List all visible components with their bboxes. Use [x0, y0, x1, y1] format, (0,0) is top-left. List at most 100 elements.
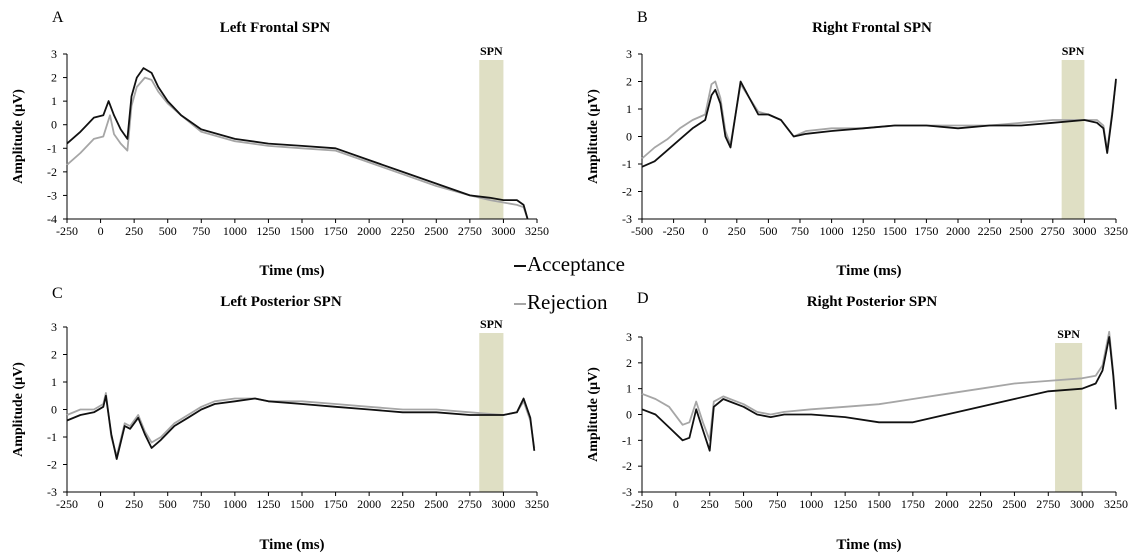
x-tick-label: 2250	[969, 497, 993, 511]
x-tick-label: 3000	[491, 497, 515, 511]
x-tick-label: 1250	[256, 224, 280, 238]
x-tick-label: 1250	[256, 497, 280, 511]
panel-title: Right Posterior SPN	[807, 294, 938, 310]
x-tick-label: 3250	[1104, 497, 1128, 511]
y-tick-label: -2	[622, 459, 632, 473]
y-axis-label: Amplitude (µV)	[586, 367, 601, 462]
x-tick-label: 0	[98, 224, 104, 238]
x-tick-label: 2500	[424, 497, 448, 511]
x-tick-label: 2750	[1041, 224, 1065, 238]
panel-title: Left Frontal SPN	[220, 20, 331, 36]
x-tick-label: 1250	[851, 224, 875, 238]
y-tick-label: -3	[622, 485, 632, 499]
legend-acceptance-label: Acceptance	[527, 252, 625, 276]
x-tick-label: 0	[673, 497, 679, 511]
y-tick-label: 0	[51, 118, 57, 132]
y-tick-label: -4	[47, 212, 57, 226]
y-tick-label: -3	[622, 212, 632, 226]
x-tick-label: 250	[701, 497, 719, 511]
x-tick-label: 1500	[290, 497, 314, 511]
x-tick-label: 2000	[935, 497, 959, 511]
panel-letter: B	[637, 9, 648, 26]
x-tick-label: 2250	[391, 224, 415, 238]
x-tick-label: 750	[192, 497, 210, 511]
x-tick-label: 3250	[1104, 224, 1128, 238]
x-tick-label: 750	[791, 224, 809, 238]
y-tick-label: 3	[626, 330, 632, 344]
y-tick-label: 2	[626, 75, 632, 89]
x-tick-label: -250	[663, 224, 685, 238]
x-tick-label: 3000	[491, 224, 515, 238]
x-tick-label: 2500	[1009, 224, 1033, 238]
y-tick-label: -2	[47, 165, 57, 179]
x-tick-label: 2000	[357, 224, 381, 238]
legend-rejection-swatch	[514, 303, 526, 306]
x-tick-label: 1000	[820, 224, 844, 238]
x-tick-label: -250	[631, 497, 653, 511]
y-tick-label: 3	[51, 47, 57, 61]
x-tick-label: 250	[728, 224, 746, 238]
panel-c: SPN -3 -2 -1 0 1 2 3 -250 0 250 500 750 1000 1250 1500 1…	[11, 285, 549, 553]
x-tick-label: 1000	[223, 224, 247, 238]
x-tick-label: 500	[759, 224, 777, 238]
y-tick-label: 0	[626, 130, 632, 144]
panel-b: SPN -3 -2 -1 0 1 2 3 -500 -250 0 250 500 750 1000 1250 1…	[586, 9, 1128, 279]
panel-title: Right Frontal SPN	[812, 20, 932, 36]
spn-band-label: SPN	[480, 44, 503, 58]
y-tick-label: 1	[51, 94, 57, 108]
spn-band	[1055, 343, 1083, 492]
x-tick-label: 1750	[324, 224, 348, 238]
panel-a: SPN -4 -3 -2 -1 0 1 2 3 -250 0 250 500 750 1000 1250 150…	[11, 9, 549, 279]
y-axis-label: Amplitude (µV)	[11, 89, 26, 184]
x-tick-label: 2750	[458, 497, 482, 511]
x-tick-label: 3000	[1072, 224, 1096, 238]
series-line-rejection	[641, 330, 1117, 442]
x-tick-label: 1750	[914, 224, 938, 238]
x-tick-label: 2250	[978, 224, 1002, 238]
series-line-rejection	[66, 392, 536, 458]
x-tick-label: 1750	[901, 497, 925, 511]
y-tick-label: 1	[626, 102, 632, 116]
y-tick-label: -1	[622, 433, 632, 447]
panel-title: Left Posterior SPN	[220, 294, 342, 310]
y-axis-label: Amplitude (µV)	[586, 89, 601, 184]
panel-letter: D	[637, 290, 649, 307]
x-axis-label: Time (ms)	[836, 537, 901, 553]
spn-band-label: SPN	[480, 317, 503, 331]
x-axis-label: Time (ms)	[259, 537, 324, 553]
y-tick-label: -1	[47, 141, 57, 155]
x-tick-label: 2250	[391, 497, 415, 511]
x-tick-label: 1750	[324, 497, 348, 511]
series-line-acceptance	[66, 394, 536, 460]
series-line-acceptance	[641, 336, 1117, 452]
panel-letter: A	[52, 9, 64, 26]
legend-rejection-label: Rejection	[527, 290, 608, 314]
x-tick-label: -250	[56, 497, 78, 511]
x-tick-label: 2750	[1036, 497, 1060, 511]
y-tick-label: -2	[622, 185, 632, 199]
spn-band	[1061, 60, 1085, 219]
y-tick-label: 3	[626, 47, 632, 61]
x-tick-label: 2500	[1002, 497, 1026, 511]
x-tick-label: 750	[192, 224, 210, 238]
x-tick-label: 1500	[290, 224, 314, 238]
legend-acceptance-swatch	[514, 265, 526, 268]
x-tick-label: 250	[125, 497, 143, 511]
y-tick-label: -2	[47, 458, 57, 472]
x-tick-label: 1500	[867, 497, 891, 511]
x-tick-label: 250	[125, 224, 143, 238]
x-tick-label: 2000	[946, 224, 970, 238]
series-line-acceptance	[641, 78, 1117, 168]
y-tick-label: 0	[626, 408, 632, 422]
y-tick-label: 2	[626, 356, 632, 370]
x-axis-label: Time (ms)	[836, 263, 901, 279]
y-axis-label: Amplitude (µV)	[11, 362, 26, 457]
y-tick-label: -1	[47, 430, 57, 444]
x-tick-label: 3250	[525, 224, 549, 238]
x-tick-label: 1000	[223, 497, 247, 511]
x-axis-label: Time (ms)	[259, 263, 324, 279]
spn-band	[479, 60, 504, 219]
legend-rejection: Rejection	[514, 290, 607, 315]
y-tick-label: 0	[51, 403, 57, 417]
x-tick-label: 0	[98, 497, 104, 511]
